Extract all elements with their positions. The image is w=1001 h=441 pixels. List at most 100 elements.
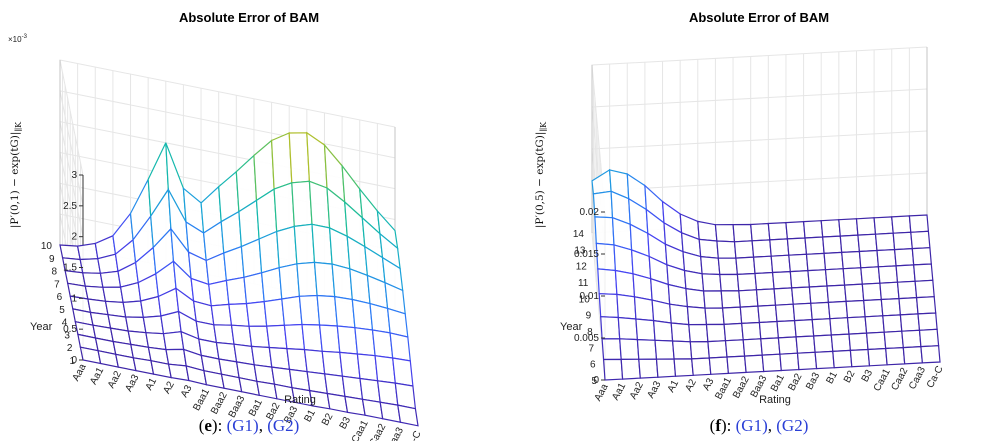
surface-patch: [705, 323, 727, 343]
surface-patch: [318, 324, 341, 354]
surface-patch: [873, 216, 894, 235]
y-tick-label: 9: [586, 311, 592, 322]
surface-patch: [160, 310, 182, 335]
surface-patch: [735, 256, 756, 276]
surface-patch: [376, 380, 399, 406]
surface-patch: [142, 315, 165, 335]
surface-patch: [281, 295, 303, 326]
surface-patch: [779, 352, 800, 372]
y-axis-label: Year: [30, 321, 53, 333]
surface-patch: [843, 283, 865, 303]
surface-patch: [920, 345, 941, 364]
surface-patch: [786, 237, 808, 256]
surface-patch: [683, 269, 705, 292]
surface-patch: [865, 331, 887, 351]
surface-patch: [636, 338, 658, 360]
surface-patch: [895, 264, 916, 283]
surface-patch: [99, 270, 122, 288]
surface-patch: [826, 284, 847, 304]
surface-patch: [225, 276, 248, 306]
reference-link-g2[interactable]: (G2): [267, 416, 299, 435]
surface-patch: [752, 255, 774, 275]
surface-patch: [861, 282, 882, 302]
reference-link-g1[interactable]: (G1): [227, 416, 259, 435]
x-tick-label: Ca-C: [403, 429, 424, 441]
y-tick-label: 12: [576, 262, 588, 273]
y-tick-label: 5: [591, 376, 597, 387]
y-tick-label: 14: [573, 229, 585, 240]
surface-patch: [739, 305, 761, 325]
x-tick-label: B3: [860, 368, 876, 384]
chart-title: Absolute Error of BAM: [179, 10, 319, 25]
z-tick-label: 2: [71, 232, 77, 243]
y-tick-label: 8: [587, 327, 593, 338]
surface-patch: [832, 349, 853, 369]
surface-patch: [600, 316, 621, 340]
y-tick-label: 4: [62, 318, 68, 329]
surface-patch: [655, 358, 677, 378]
surface-patch: [791, 286, 812, 305]
surface-patch: [708, 356, 730, 375]
x-axis-label: Rating: [759, 394, 791, 406]
z-exponent-label: ×10-3: [8, 34, 28, 44]
y-tick-label: 1: [69, 356, 75, 367]
surface-patch: [858, 249, 880, 269]
surface-patch: [268, 346, 291, 371]
x-tick-label: Ba3: [804, 370, 822, 391]
surface-patch: [891, 215, 912, 234]
surface-patch: [755, 288, 777, 307]
surface-patch: [820, 219, 841, 238]
x-tick-label: B2: [842, 369, 858, 385]
surface-patch: [814, 350, 835, 370]
surface-patch: [758, 320, 780, 340]
x-tick-label: Caa2: [889, 366, 910, 393]
y-tick-label: 3: [64, 330, 70, 341]
surface-patch: [822, 235, 843, 255]
surface-patch: [230, 324, 253, 348]
z-tick-label: 0.005: [574, 333, 599, 344]
y-tick-label: 10: [41, 241, 53, 252]
x-tick-label: Ba1: [769, 372, 787, 393]
surface-patch: [743, 354, 765, 374]
surface-patch: [824, 268, 846, 287]
reference-link-g1[interactable]: (G1): [736, 416, 768, 435]
surface-patch: [860, 266, 881, 285]
surface-patch: [898, 296, 919, 316]
surface-patch: [210, 303, 233, 326]
y-tick-label: 9: [49, 254, 55, 265]
surface-patch: [841, 250, 862, 270]
x-tick-label: Aa2: [106, 369, 124, 390]
surface-patch: [389, 332, 411, 362]
surface-patch: [757, 304, 778, 324]
caption-f: (f): (G1), (G2): [710, 416, 809, 435]
surface-patch: [165, 348, 187, 367]
surface-patch: [849, 348, 871, 368]
surface-patch: [839, 234, 861, 254]
surface-patch: [223, 245, 245, 282]
surface-patch: [208, 279, 230, 307]
surface-patch: [785, 220, 806, 240]
z-tick-label: 3: [71, 170, 77, 181]
surface-patch: [720, 290, 741, 309]
surface-patch: [686, 305, 708, 326]
surface-patch: [771, 270, 793, 290]
z-tick-label: 0: [71, 355, 77, 366]
surface-patch: [620, 358, 641, 380]
x-tick-label: Ba2: [786, 371, 804, 392]
y-tick-label: 13: [574, 245, 586, 256]
x-tick-label: B2: [320, 411, 336, 427]
surface-patch: [698, 238, 719, 259]
y-tick-label: 2: [67, 343, 73, 354]
surface-patch: [774, 303, 796, 323]
surface-patch: [810, 301, 831, 321]
surface-patch: [356, 353, 379, 382]
surface-patch: [689, 340, 710, 360]
surface-patch: [723, 322, 744, 342]
y-tick-label: 5: [59, 305, 65, 316]
surface-patch: [638, 358, 659, 379]
reference-link-g2[interactable]: (G2): [776, 416, 808, 435]
surface-patch: [291, 180, 313, 228]
z-tick-label: 0: [593, 375, 599, 386]
x-tick-label: Caa3: [907, 365, 928, 392]
surface-patch: [669, 303, 690, 326]
